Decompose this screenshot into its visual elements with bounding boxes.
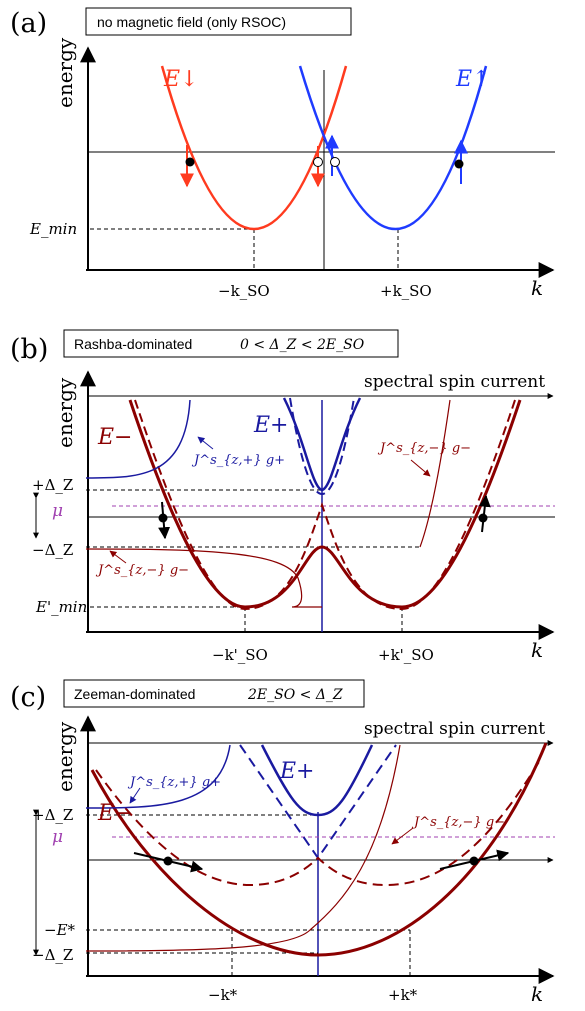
panel-a-letter: (a) (10, 8, 47, 39)
panel-a-fermi-point-2 (313, 157, 323, 167)
panel-a-fermi-point-1 (185, 157, 195, 167)
panel-b-e-plus-label: E+ (253, 413, 289, 438)
panel-c-jplus-curve (85, 744, 231, 809)
panel-a-title-box (85, 7, 352, 36)
panel-b-mu-label: μ (52, 501, 63, 521)
panel-b-jplus-curve (85, 399, 191, 479)
panel-a-k-label: k (531, 276, 543, 300)
panel-b-title-math: 0 < Δ_Z < 2E_SO (240, 337, 365, 353)
panel-b: (b) Rashba-dominated 0 < Δ_Z < 2E_SO spe… (10, 329, 555, 664)
panel-c-minus-dz-label: −Δ_Z (32, 946, 73, 964)
panel-b-e-plus-band (282, 397, 362, 492)
panel-b-e-minus-band (128, 399, 522, 609)
panel-b-kso-neg-label: −k'_SO (212, 646, 268, 664)
panel-a-energy-label: energy (53, 37, 77, 108)
panel-b-kso-pos-label: +k'_SO (378, 646, 434, 664)
panel-c-jplus-pointer (129, 787, 141, 804)
panel-c-jminus-label: J^s_{z,−} g− (411, 815, 505, 830)
panel-c-kstar-neg-label: −k* (208, 986, 238, 1004)
panel-a: (a) no magnetic field (only RSOC) energy… (10, 7, 555, 300)
panel-a-emin-label: E_min (29, 220, 77, 238)
panel-c-kstar-pos-label: +k* (388, 986, 418, 1004)
panel-c-jminus-pointer (391, 827, 414, 845)
panel-c-jplus-label: J^s_{z,+} g+ (127, 775, 221, 790)
panel-b-jminus-left-curve (85, 548, 322, 608)
panel-c-fermi-point-right (469, 856, 479, 866)
panel-b-fermi-point-right (478, 513, 488, 523)
panel-b-energy-label: energy (53, 377, 77, 448)
panel-c-jminus-curve (85, 744, 401, 952)
panel-a-fermi-point-4 (454, 159, 464, 169)
panel-b-emin-label: E'_min (35, 598, 87, 616)
panel-a-fermi-point-3 (330, 157, 340, 167)
panel-a-kso-pos-label: +k_SO (380, 282, 432, 300)
panel-c-e-plus-label: E+ (279, 759, 315, 784)
panel-b-jminus-left-pointer (109, 550, 127, 564)
panel-c-title-math: 2E_SO < Δ_Z (247, 687, 343, 703)
panel-a-e-up-label: E↑ (455, 67, 491, 92)
panel-b-letter: (b) (10, 334, 48, 365)
panel-c-spectral-label: spectral spin current (364, 719, 545, 739)
panel-b-e-minus-label: E− (97, 425, 133, 450)
panel-b-spectral-label: spectral spin current (364, 372, 545, 392)
panel-c: (c) Zeeman-dominated 2E_SO < Δ_Z spectra… (10, 679, 555, 1006)
panel-b-minus-dz-label: −Δ_Z (32, 541, 73, 559)
panel-a-title: no magnetic field (only RSOC) (97, 14, 286, 30)
panel-b-jminus-right-pointer (410, 459, 431, 477)
panel-c-title-box (63, 679, 365, 708)
panel-b-title-box (63, 329, 399, 358)
panel-c-e-minus-label: E− (97, 801, 133, 826)
panel-c-letter: (c) (10, 682, 46, 713)
panel-b-fermi-point-left (158, 513, 168, 523)
panel-c-estar-label: −E* (44, 921, 76, 939)
panel-c-k-label: k (531, 982, 543, 1006)
panel-b-jminus-right-curve (419, 399, 451, 548)
panel-c-e-plus-band (260, 744, 374, 817)
panel-a-e-down-label: E↓ (163, 67, 199, 92)
panel-b-jminus-left-label: J^s_{z,−} g− (95, 563, 189, 578)
panel-b-k-label: k (531, 638, 543, 662)
panel-c-title-words: Zeeman-dominated (74, 686, 195, 702)
panel-b-e-minus-dashed-band (134, 399, 516, 611)
panel-c-e-minus-band (90, 742, 548, 957)
panel-c-fermi-point-left (163, 856, 173, 866)
panel-b-plus-dz-label: +Δ_Z (32, 476, 73, 494)
panel-b-title-words: Rashba-dominated (74, 336, 192, 352)
panel-b-jplus-pointer (197, 436, 214, 450)
panel-b-e-plus-dashed-band (289, 397, 355, 495)
panel-a-e-down-band (160, 65, 348, 230)
panel-a-kso-neg-label: −k_SO (218, 282, 270, 300)
panel-c-energy-label: energy (53, 721, 77, 792)
panel-b-jminus-right-label: J^s_{z,−} g− (377, 441, 471, 456)
panel-c-plus-dz-label: +Δ_Z (32, 806, 73, 824)
panel-b-jplus-label: J^s_{z,+} g+ (191, 453, 285, 468)
panel-c-mu-label: μ (52, 827, 63, 847)
